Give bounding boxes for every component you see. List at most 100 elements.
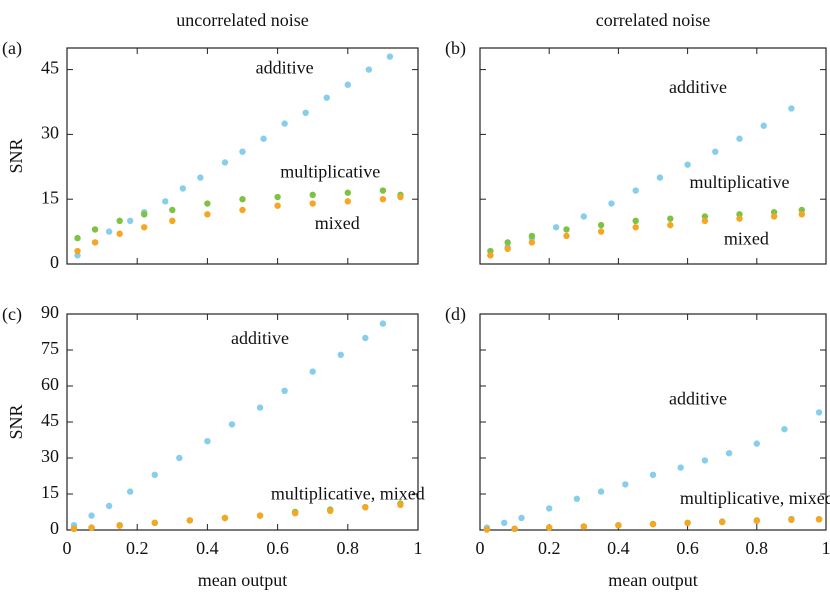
data-point: [74, 234, 81, 242]
data-point: [221, 159, 229, 166]
x-tick-label: 0.2: [126, 538, 149, 558]
data-point: [573, 495, 581, 502]
data-point: [632, 224, 639, 231]
data-point: [91, 226, 99, 233]
panel-label: (c): [2, 304, 22, 325]
y-axis-label: SNR: [6, 138, 26, 173]
data-point: [169, 206, 176, 214]
data-point: [344, 189, 351, 196]
panel-label: (a): [2, 38, 22, 59]
data-point: [798, 211, 805, 218]
plot-frame: [66, 47, 419, 265]
data-point: [597, 221, 605, 229]
data-point: [239, 206, 246, 214]
data-point: [622, 481, 629, 488]
data-point: [684, 519, 691, 527]
data-point: [162, 198, 169, 205]
data-point: [701, 217, 709, 224]
y-tick-label: 0: [50, 518, 59, 538]
data-point: [176, 454, 183, 462]
series-label: additive: [669, 77, 727, 97]
data-point: [386, 53, 394, 60]
data-point: [518, 514, 525, 522]
data-point: [204, 211, 211, 218]
series-label: additive: [231, 328, 289, 348]
data-point: [362, 504, 369, 511]
data-point: [788, 516, 795, 524]
y-tick-label: 90: [41, 302, 59, 322]
series-label: multiplicative: [280, 161, 380, 181]
x-axis-label: mean output: [608, 570, 697, 590]
y-tick-label: 45: [41, 58, 59, 78]
data-point: [309, 191, 316, 199]
data-point: [563, 226, 570, 233]
data-point: [204, 438, 211, 445]
data-point: [649, 471, 657, 478]
data-point: [88, 512, 95, 519]
column-title: correlated noise: [596, 10, 710, 30]
data-point: [126, 217, 134, 224]
data-point: [528, 239, 536, 246]
data-point: [667, 215, 674, 222]
data-point: [815, 409, 823, 416]
data-point: [70, 525, 78, 532]
data-point: [116, 217, 123, 224]
data-point: [365, 66, 373, 73]
data-point: [186, 517, 194, 524]
data-point: [256, 512, 264, 519]
data-point: [204, 200, 211, 207]
data-point: [788, 105, 795, 112]
data-point: [677, 464, 684, 471]
data-point: [397, 501, 404, 508]
data-point: [291, 510, 299, 517]
data-point: [597, 488, 605, 495]
series-label: mixed: [724, 228, 769, 248]
data-point: [239, 148, 246, 155]
data-point: [344, 81, 351, 88]
x-tick-label: 0.4: [607, 538, 630, 558]
data-point: [719, 518, 726, 526]
x-axis-label: mean output: [198, 570, 287, 590]
data-point: [169, 217, 176, 224]
series-label: mixed: [315, 213, 360, 233]
x-tick-label: 0.4: [196, 538, 219, 558]
data-point: [656, 174, 664, 181]
data-point: [725, 450, 733, 457]
data-point: [528, 232, 536, 240]
data-point: [632, 217, 639, 224]
data-point: [815, 516, 823, 523]
data-point: [684, 161, 691, 168]
data-point: [597, 228, 605, 235]
data-point: [546, 505, 553, 512]
series-label: additive: [669, 389, 727, 409]
data-point: [274, 193, 281, 201]
data-point: [649, 521, 657, 528]
series-label: additive: [256, 58, 314, 78]
data-point: [88, 524, 95, 531]
data-point: [344, 198, 351, 205]
panel-label: (d): [445, 304, 466, 325]
y-tick-label: 45: [41, 410, 59, 430]
data-point: [239, 196, 246, 203]
data-point: [379, 196, 387, 203]
data-point: [362, 334, 369, 342]
data-point: [504, 239, 511, 246]
data-point: [260, 135, 267, 142]
data-point: [327, 507, 334, 514]
data-point: [141, 211, 148, 218]
data-point: [281, 387, 288, 394]
data-point: [632, 187, 639, 194]
data-point: [753, 517, 760, 525]
data-point: [323, 94, 330, 101]
y-tick-label: 30: [41, 446, 59, 466]
data-point: [228, 421, 236, 428]
data-point: [504, 245, 511, 253]
y-tick-label: 30: [41, 123, 59, 143]
x-tick-label: 1: [414, 538, 423, 558]
x-tick-label: 0.6: [676, 538, 699, 558]
data-point: [580, 523, 587, 530]
annotation: multiplicative, mixed: [680, 488, 830, 508]
data-point: [309, 200, 316, 207]
data-point: [116, 230, 123, 237]
